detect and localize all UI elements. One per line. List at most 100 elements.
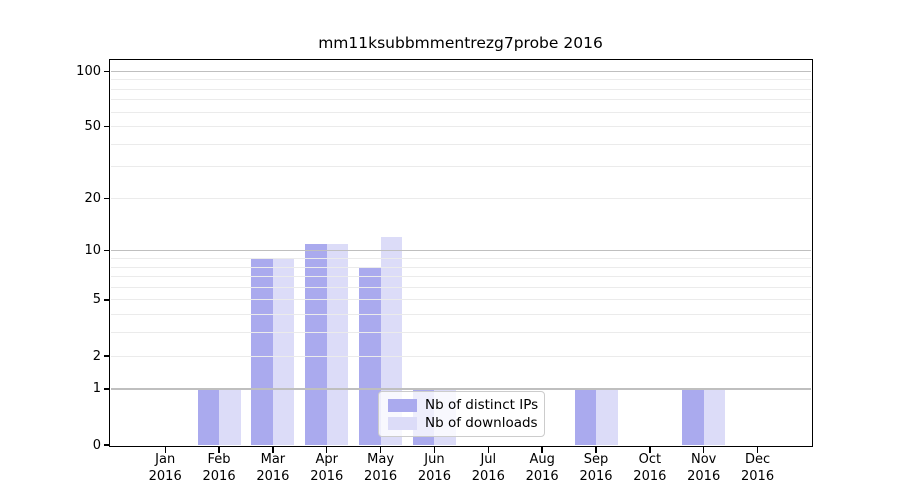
x-tick-label-year: 2016 [633, 468, 667, 484]
x-tick-label-year: 2016 [417, 468, 451, 484]
gridline-minor-40 [110, 143, 811, 145]
x-tick-label-year: 2016 [741, 468, 775, 484]
x-tick-label-jul: Jul 2016 [460, 452, 516, 485]
x-tick-label-month: Nov [691, 452, 717, 467]
gridline-minor-80 [110, 88, 811, 90]
gridline-minor-8 [110, 266, 811, 268]
x-tick-label-sep: Sep 2016 [568, 452, 624, 485]
gridline-minor-3 [110, 332, 811, 334]
x-tick-mark-sep [595, 446, 597, 453]
x-tick-label-may: May 2016 [353, 452, 409, 485]
x-tick-label-feb: Feb 2016 [191, 452, 247, 485]
gridline-minor-2 [110, 355, 811, 357]
legend-label-distinct-ips: Nb of distinct IPs [425, 397, 539, 413]
bar-downloads-feb [219, 388, 241, 445]
x-tick-label-jan: Jan 2016 [137, 452, 193, 485]
gridline-minor-9 [110, 258, 811, 259]
x-tick-mark-mar [272, 446, 274, 453]
y-tick-label-5: 5 [92, 292, 101, 308]
bar-downloads-nov [703, 388, 726, 445]
x-tick-label-year: 2016 [471, 468, 505, 484]
x-tick-mark-may [379, 446, 382, 453]
x-tick-label-month: Dec [744, 452, 771, 467]
y-tick-mark-20 [103, 197, 110, 200]
x-tick-label-year: 2016 [525, 468, 559, 484]
gridline-minor-30 [110, 166, 811, 168]
x-tick-label-jun: Jun 2016 [406, 452, 462, 485]
y-tick-label-20: 20 [84, 190, 101, 206]
y-tick-label-0: 0 [92, 437, 101, 453]
x-tick-label-year: 2016 [579, 468, 613, 484]
bar-downloads-apr [326, 243, 349, 445]
y-tick-label-2: 2 [92, 348, 101, 364]
legend-swatch-distinct-ips [388, 398, 417, 412]
gridline-minor-4 [110, 314, 811, 316]
gridline-minor-7 [110, 276, 811, 278]
y-tick-mark-10 [103, 250, 110, 252]
y-tick-mark-1 [103, 388, 110, 390]
x-tick-mark-aug [541, 446, 543, 453]
legend: Nb of distinct IPs Nb of downloads [378, 391, 545, 437]
bar-distinct-ips-nov [682, 388, 704, 445]
x-tick-mark-jan [164, 446, 166, 453]
legend-item-downloads: Nb of downloads [386, 415, 538, 431]
legend-label-downloads: Nb of downloads [425, 415, 538, 431]
x-tick-label-month: Oct [638, 452, 662, 467]
y-tick-mark-2 [103, 355, 110, 357]
x-tick-label-dec: Dec 2016 [730, 452, 786, 485]
gridline-minor-90 [110, 79, 811, 81]
x-tick-label-year: 2016 [687, 468, 721, 484]
gridline-minor-60 [110, 111, 811, 113]
x-tick-label-year: 2016 [202, 468, 236, 484]
x-tick-label-month: Jun [424, 452, 445, 467]
x-tick-label-month: Mar [260, 452, 286, 467]
x-tick-label-month: Jul [480, 452, 497, 467]
gridline-minor-20 [110, 197, 811, 199]
x-tick-label-month: Jan [155, 452, 176, 467]
y-tick-mark-50 [103, 125, 110, 128]
bar-distinct-ips-sep [574, 388, 596, 445]
gridline-major-1 [110, 388, 811, 390]
y-tick-mark-5 [103, 299, 110, 301]
x-tick-label-month: Aug [529, 452, 555, 467]
gridline-minor-70 [110, 99, 811, 101]
x-tick-mark-nov [703, 446, 705, 453]
y-tick-label-10: 10 [84, 243, 101, 259]
x-tick-mark-oct [649, 446, 651, 453]
x-tick-label-year: 2016 [148, 468, 182, 484]
x-tick-label-oct: Oct 2016 [622, 452, 678, 485]
y-tick-label-1: 1 [92, 381, 101, 397]
bar-downloads-mar [272, 258, 295, 445]
x-tick-label-mar: Mar 2016 [245, 452, 301, 485]
gridline-major-10 [110, 250, 811, 252]
bar-distinct-ips-mar [251, 258, 273, 445]
x-tick-mark-feb [218, 446, 220, 453]
x-tick-mark-dec [756, 446, 759, 453]
gridline-minor-6 [110, 286, 811, 288]
x-tick-mark-jul [487, 446, 489, 453]
y-tick-mark-0 [103, 444, 110, 446]
x-tick-label-aug: Aug 2016 [514, 452, 570, 485]
x-tick-label-year: 2016 [256, 468, 290, 484]
gridline-major-100 [110, 70, 811, 72]
x-tick-label-month: May [367, 452, 395, 467]
chart-title: mm11ksubbmmentrezg7probe 2016 [318, 34, 603, 52]
x-tick-mark-apr [326, 446, 328, 453]
y-tick-mark-100 [103, 70, 110, 72]
x-tick-label-year: 2016 [310, 468, 344, 484]
bar-distinct-ips-feb [197, 388, 220, 445]
x-tick-label-month: Apr [315, 452, 339, 467]
x-tick-label-year: 2016 [364, 468, 398, 484]
y-tick-label-50: 50 [84, 119, 101, 135]
bar-downloads-sep [596, 388, 618, 445]
bar-distinct-ips-apr [305, 243, 327, 445]
gridline-minor-5 [110, 299, 811, 301]
y-tick-label-100: 100 [76, 63, 101, 79]
gridline-minor-50 [110, 126, 811, 128]
legend-swatch-downloads [388, 416, 417, 430]
x-tick-label-apr: Apr 2016 [299, 452, 355, 485]
